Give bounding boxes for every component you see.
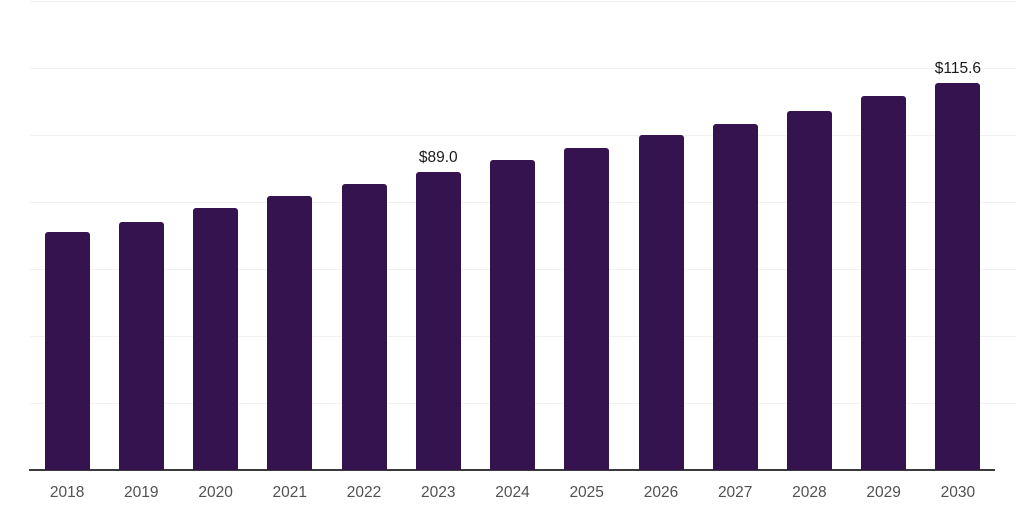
bar-2028 <box>786 111 832 470</box>
bar-2019 <box>118 222 164 470</box>
bar-2029 <box>861 96 907 470</box>
x-tick-label-2019: 2019 <box>124 484 159 501</box>
x-tick-label-2023: 2023 <box>421 484 456 501</box>
bar-2022 <box>341 184 387 470</box>
x-tick-label-2029: 2029 <box>866 484 901 501</box>
x-tick-label-2024: 2024 <box>495 484 530 501</box>
value-label-2023: $89.0 <box>418 149 458 166</box>
bar-2021 <box>267 196 313 470</box>
bar-2030 <box>935 83 981 470</box>
x-tick-label-2028: 2028 <box>792 484 827 501</box>
x-tick-label-2018: 2018 <box>49 484 85 501</box>
value-label-2030: $115.6 <box>934 60 982 77</box>
bar-2024 <box>490 160 535 470</box>
x-tick-label-2030: 2030 <box>940 484 976 501</box>
x-tick-label-2027: 2027 <box>717 484 753 501</box>
x-tick-label-2021: 2021 <box>272 484 308 501</box>
bar-2018 <box>44 232 90 470</box>
bar-2020 <box>193 208 239 470</box>
gridline-140 <box>30 1 1016 2</box>
bar-2025 <box>564 148 610 470</box>
x-tick-label-2025: 2025 <box>569 484 604 501</box>
x-tick-label-2022: 2022 <box>346 484 382 501</box>
bar-2023 <box>415 172 461 470</box>
bar-2026 <box>638 135 684 470</box>
gridline-100 <box>30 135 1016 136</box>
bar-2027 <box>712 124 758 470</box>
x-tick-label-2020: 2020 <box>198 484 233 501</box>
x-tick-label-2026: 2026 <box>643 484 679 501</box>
gridline-120 <box>30 68 1016 69</box>
